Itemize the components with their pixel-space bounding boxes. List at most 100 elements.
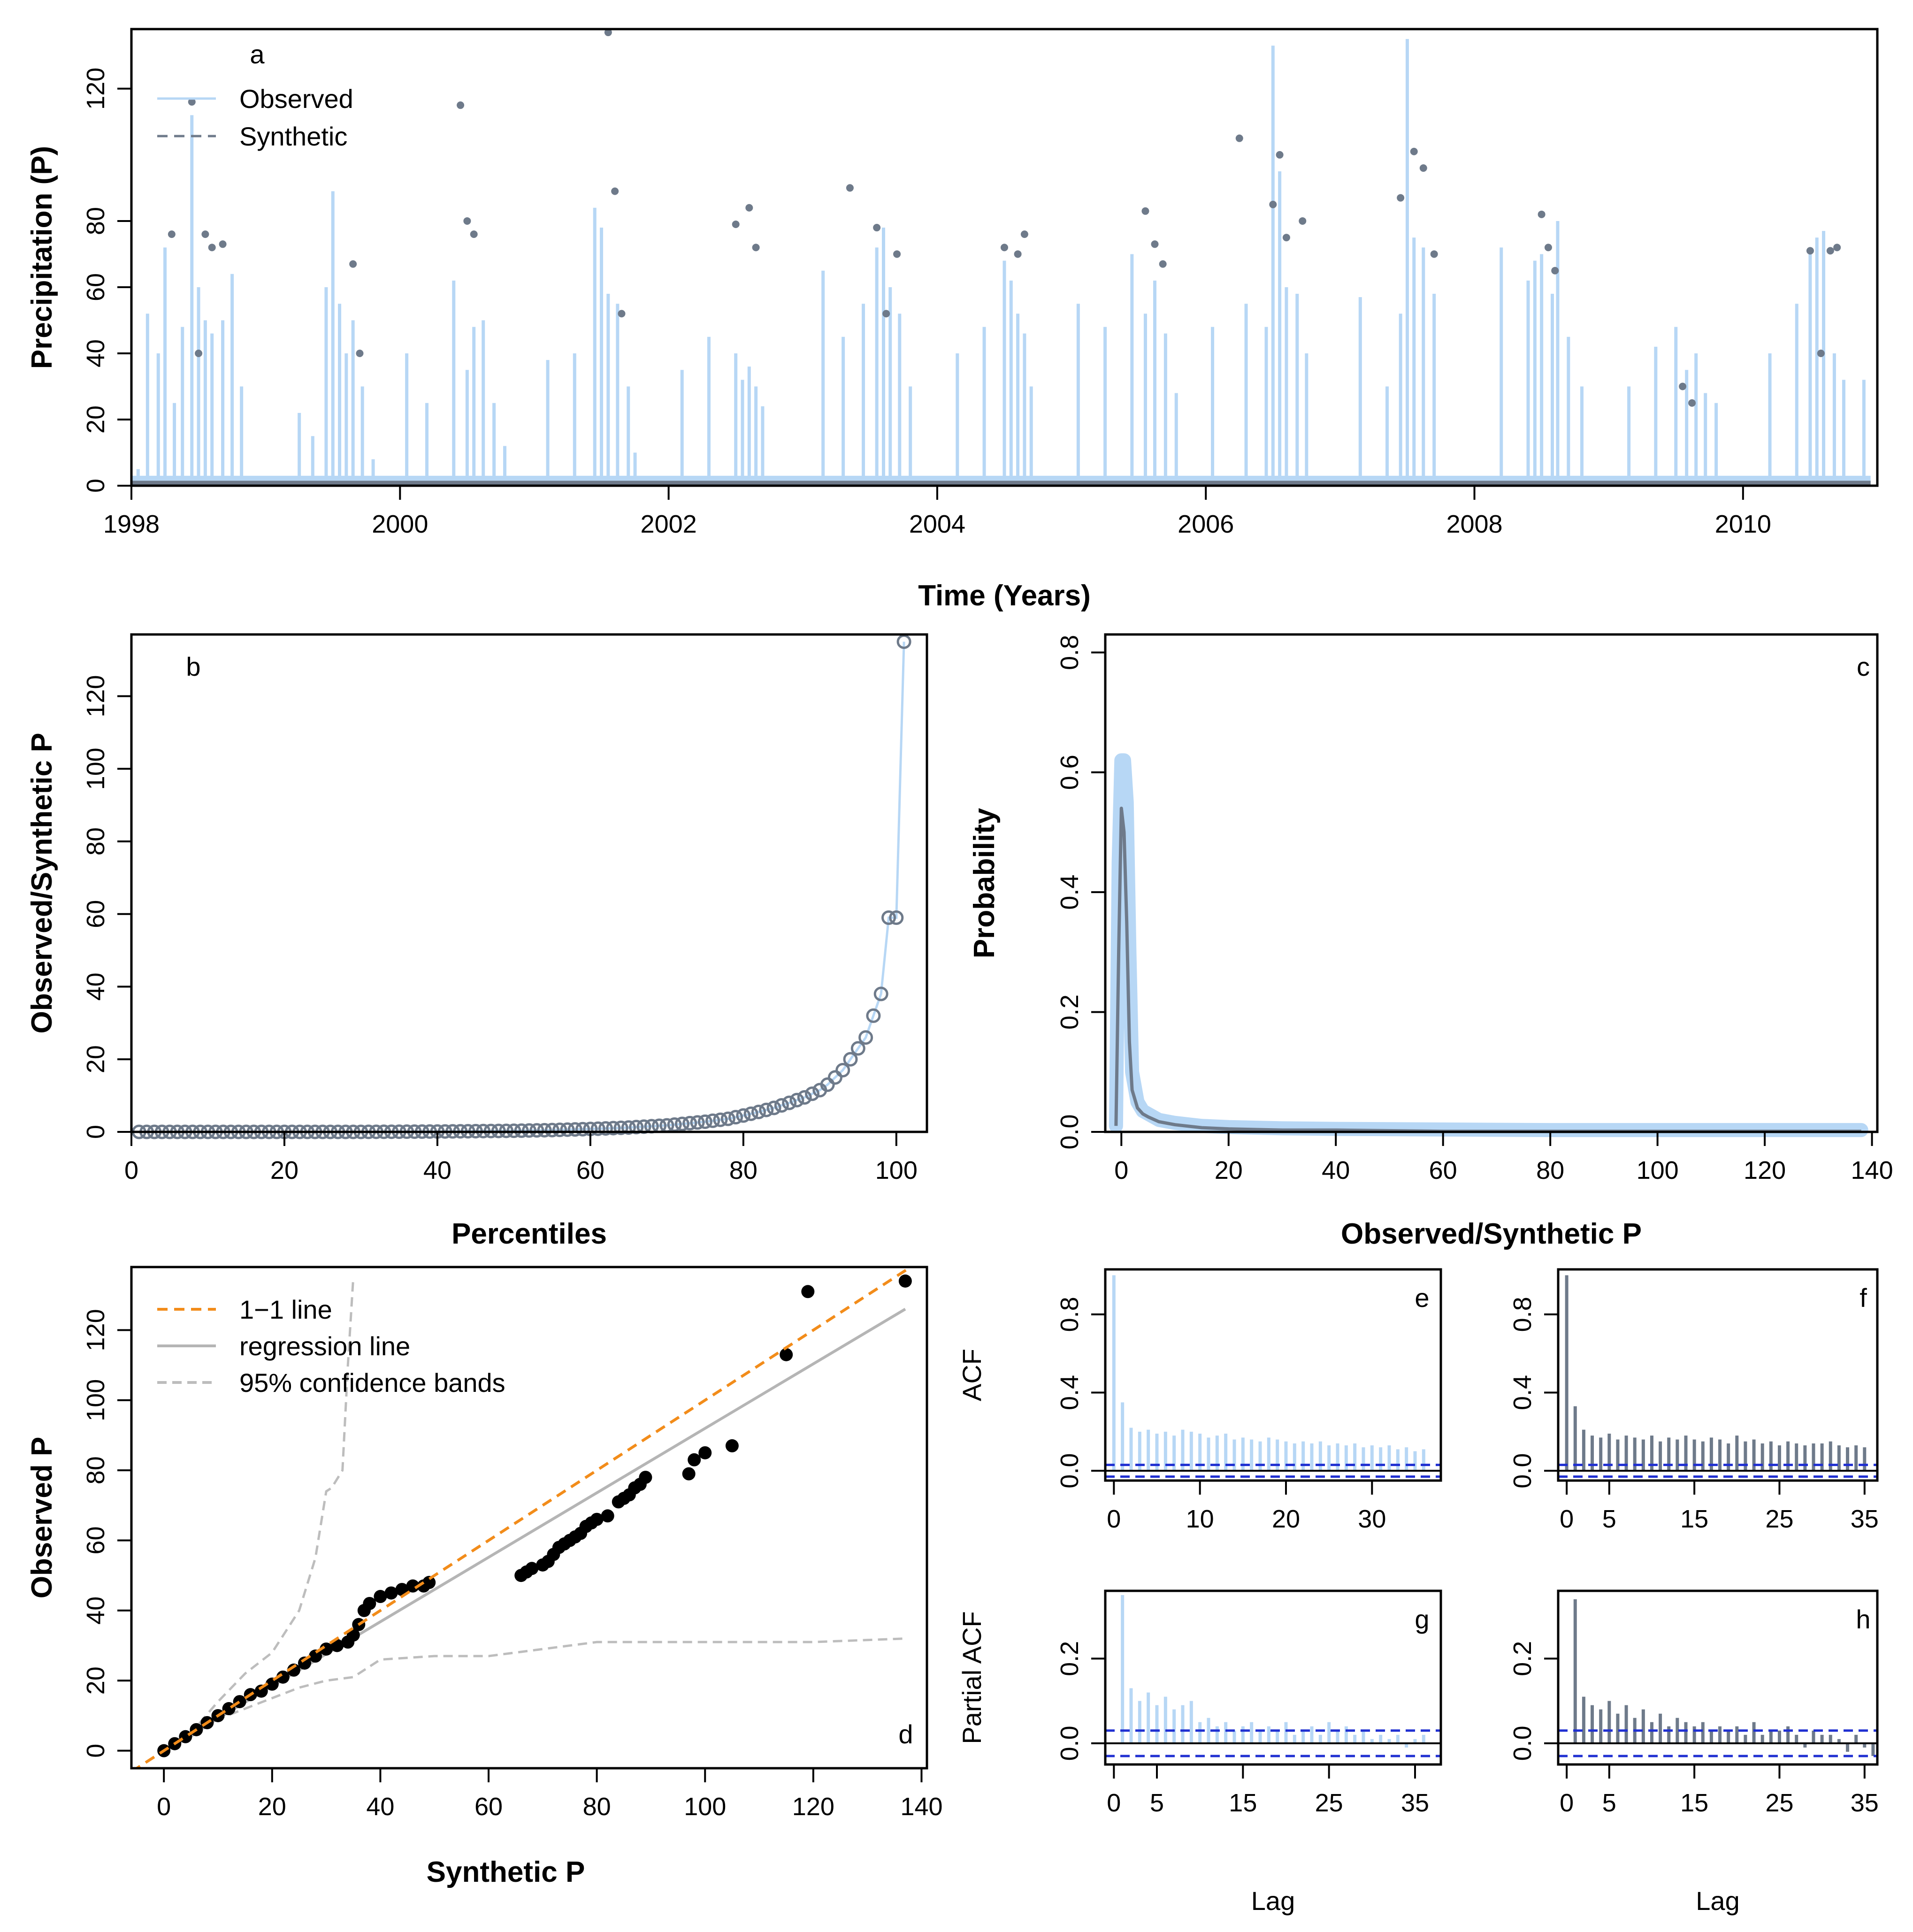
plot-frame bbox=[1104, 1589, 1442, 1766]
y-tick-label: 0.8 bbox=[1056, 1297, 1084, 1332]
x-tick-label: 60 bbox=[474, 1793, 503, 1821]
y-tick-label: 0.4 bbox=[1056, 875, 1084, 910]
percentile-marker bbox=[590, 1121, 605, 1136]
x-tick-label: 20 bbox=[258, 1793, 286, 1821]
x-tick-label: 35 bbox=[1851, 1505, 1879, 1533]
synthetic-baseline bbox=[131, 481, 1871, 486]
lower-confidence-band bbox=[163, 1637, 905, 1752]
y-tick-label: 40 bbox=[82, 972, 110, 1000]
y-tick-label: 40 bbox=[82, 339, 110, 367]
percentile-marker bbox=[529, 1123, 544, 1138]
panel-e: 0 10 20 30 0.0 0.4 0.8 ACF e bbox=[957, 1268, 1442, 1533]
percentile-marker bbox=[537, 1123, 552, 1138]
x-tick-label: 100 bbox=[875, 1156, 918, 1184]
x-tick-label: 15 bbox=[1229, 1789, 1257, 1817]
panel-label: g bbox=[1415, 1604, 1429, 1634]
synthetic-point bbox=[1419, 164, 1427, 172]
percentile-marker bbox=[866, 1008, 881, 1023]
synthetic-point bbox=[168, 230, 176, 238]
percentile-line bbox=[139, 641, 905, 1133]
y-tick-label: 0.4 bbox=[1508, 1375, 1537, 1410]
y-tick-label: 80 bbox=[82, 827, 110, 855]
y-tick-label: 0.2 bbox=[1508, 1641, 1537, 1676]
panel-g: 0 5 15 25 35 0.0 0.2 Partial ACF Lag g bbox=[957, 1589, 1442, 1916]
y-tick-label: 0.8 bbox=[1056, 635, 1084, 670]
synthetic-point bbox=[1817, 349, 1825, 357]
panel-label: a bbox=[250, 39, 265, 69]
x-tick-label: 5 bbox=[1150, 1789, 1164, 1817]
y-tick-label: 100 bbox=[82, 748, 110, 790]
percentile-marker bbox=[544, 1123, 559, 1138]
synthetic-point bbox=[201, 230, 209, 238]
y-axis-title: Partial ACF bbox=[957, 1611, 987, 1744]
x-axis-title: Time (Years) bbox=[918, 580, 1091, 612]
percentile-marker bbox=[736, 1108, 751, 1123]
percentile-marker bbox=[743, 1106, 758, 1121]
qq-point bbox=[801, 1285, 815, 1298]
y-tick-label: 60 bbox=[82, 1527, 110, 1555]
y-tick-label: 0.6 bbox=[1056, 755, 1084, 790]
x-tick-label: 140 bbox=[1851, 1156, 1893, 1184]
plot-frame bbox=[1557, 1268, 1879, 1482]
x-tick-label: 80 bbox=[729, 1156, 758, 1184]
y-tick-label: 20 bbox=[82, 1045, 110, 1073]
percentile-marker bbox=[827, 1070, 842, 1085]
y-tick-label: 0.0 bbox=[1056, 1453, 1084, 1489]
x-tick-label: 40 bbox=[423, 1156, 451, 1184]
y-tick-label: 0.0 bbox=[1056, 1114, 1084, 1149]
qq-point bbox=[384, 1586, 398, 1600]
x-axis-title: Percentiles bbox=[451, 1218, 607, 1250]
y-tick-label: 0 bbox=[82, 1744, 110, 1758]
synthetic-point bbox=[745, 204, 753, 212]
y-tick-label: 0.0 bbox=[1508, 1726, 1537, 1761]
qq-point bbox=[682, 1467, 696, 1481]
percentile-marker bbox=[567, 1122, 582, 1137]
synthetic-point bbox=[1826, 247, 1834, 255]
percentile-marker bbox=[881, 910, 896, 925]
y-tick-label: 40 bbox=[82, 1596, 110, 1625]
qq-point bbox=[374, 1590, 387, 1604]
y-axis-title: Observed/Synthetic P bbox=[26, 733, 58, 1034]
panel-label: c bbox=[1857, 652, 1870, 681]
legend-regression-label: regression line bbox=[239, 1331, 410, 1361]
percentile-marker bbox=[858, 1030, 873, 1045]
panel-a: 1998 2000 2002 2004 2006 2008 2010 0 20 40 60 80 120… bbox=[26, 28, 1879, 612]
y-tick-label: 120 bbox=[82, 1309, 110, 1351]
percentile-marker bbox=[759, 1102, 774, 1117]
x-tick-label: 140 bbox=[900, 1793, 942, 1821]
qq-point bbox=[309, 1649, 322, 1663]
qq-point bbox=[525, 1562, 539, 1575]
x-tick-label: 15 bbox=[1680, 1505, 1708, 1533]
legend-one-to-one-label: 1−1 line bbox=[239, 1295, 332, 1324]
y-axis-title: Precipitation (P) bbox=[26, 146, 58, 369]
synthetic-point bbox=[752, 244, 760, 252]
y-tick-label: 80 bbox=[82, 207, 110, 235]
synthetic-point bbox=[463, 217, 471, 225]
percentile-marker bbox=[674, 1116, 689, 1131]
synthetic-point bbox=[732, 220, 740, 228]
synthetic-point bbox=[219, 240, 227, 248]
x-tick-label: 0 bbox=[1114, 1156, 1128, 1184]
y-tick-label: 100 bbox=[82, 1379, 110, 1421]
percentile-marker bbox=[789, 1092, 804, 1107]
synthetic-point bbox=[1269, 200, 1277, 208]
percentile-marker bbox=[682, 1115, 697, 1130]
synthetic-point bbox=[1235, 134, 1243, 142]
y-tick-label: 0.2 bbox=[1056, 1641, 1084, 1676]
x-axis-title: Observed/Synthetic P bbox=[1341, 1218, 1642, 1250]
percentile-marker bbox=[705, 1113, 720, 1128]
qq-point bbox=[276, 1670, 290, 1684]
percentile-marker bbox=[575, 1122, 590, 1137]
y-tick-label: 20 bbox=[82, 1666, 110, 1695]
percentile-marker bbox=[697, 1114, 712, 1129]
x-tick-label: 1998 bbox=[103, 510, 160, 538]
synthetic-point bbox=[1544, 244, 1552, 252]
x-tick-label: 60 bbox=[576, 1156, 605, 1184]
qq-point bbox=[363, 1596, 376, 1610]
qq-point bbox=[590, 1512, 604, 1526]
percentile-marker bbox=[774, 1098, 789, 1113]
x-tick-label: 60 bbox=[1429, 1156, 1457, 1184]
x-tick-label: 25 bbox=[1765, 1789, 1793, 1817]
synthetic-point bbox=[1397, 194, 1405, 202]
synthetic-point bbox=[1833, 244, 1841, 252]
